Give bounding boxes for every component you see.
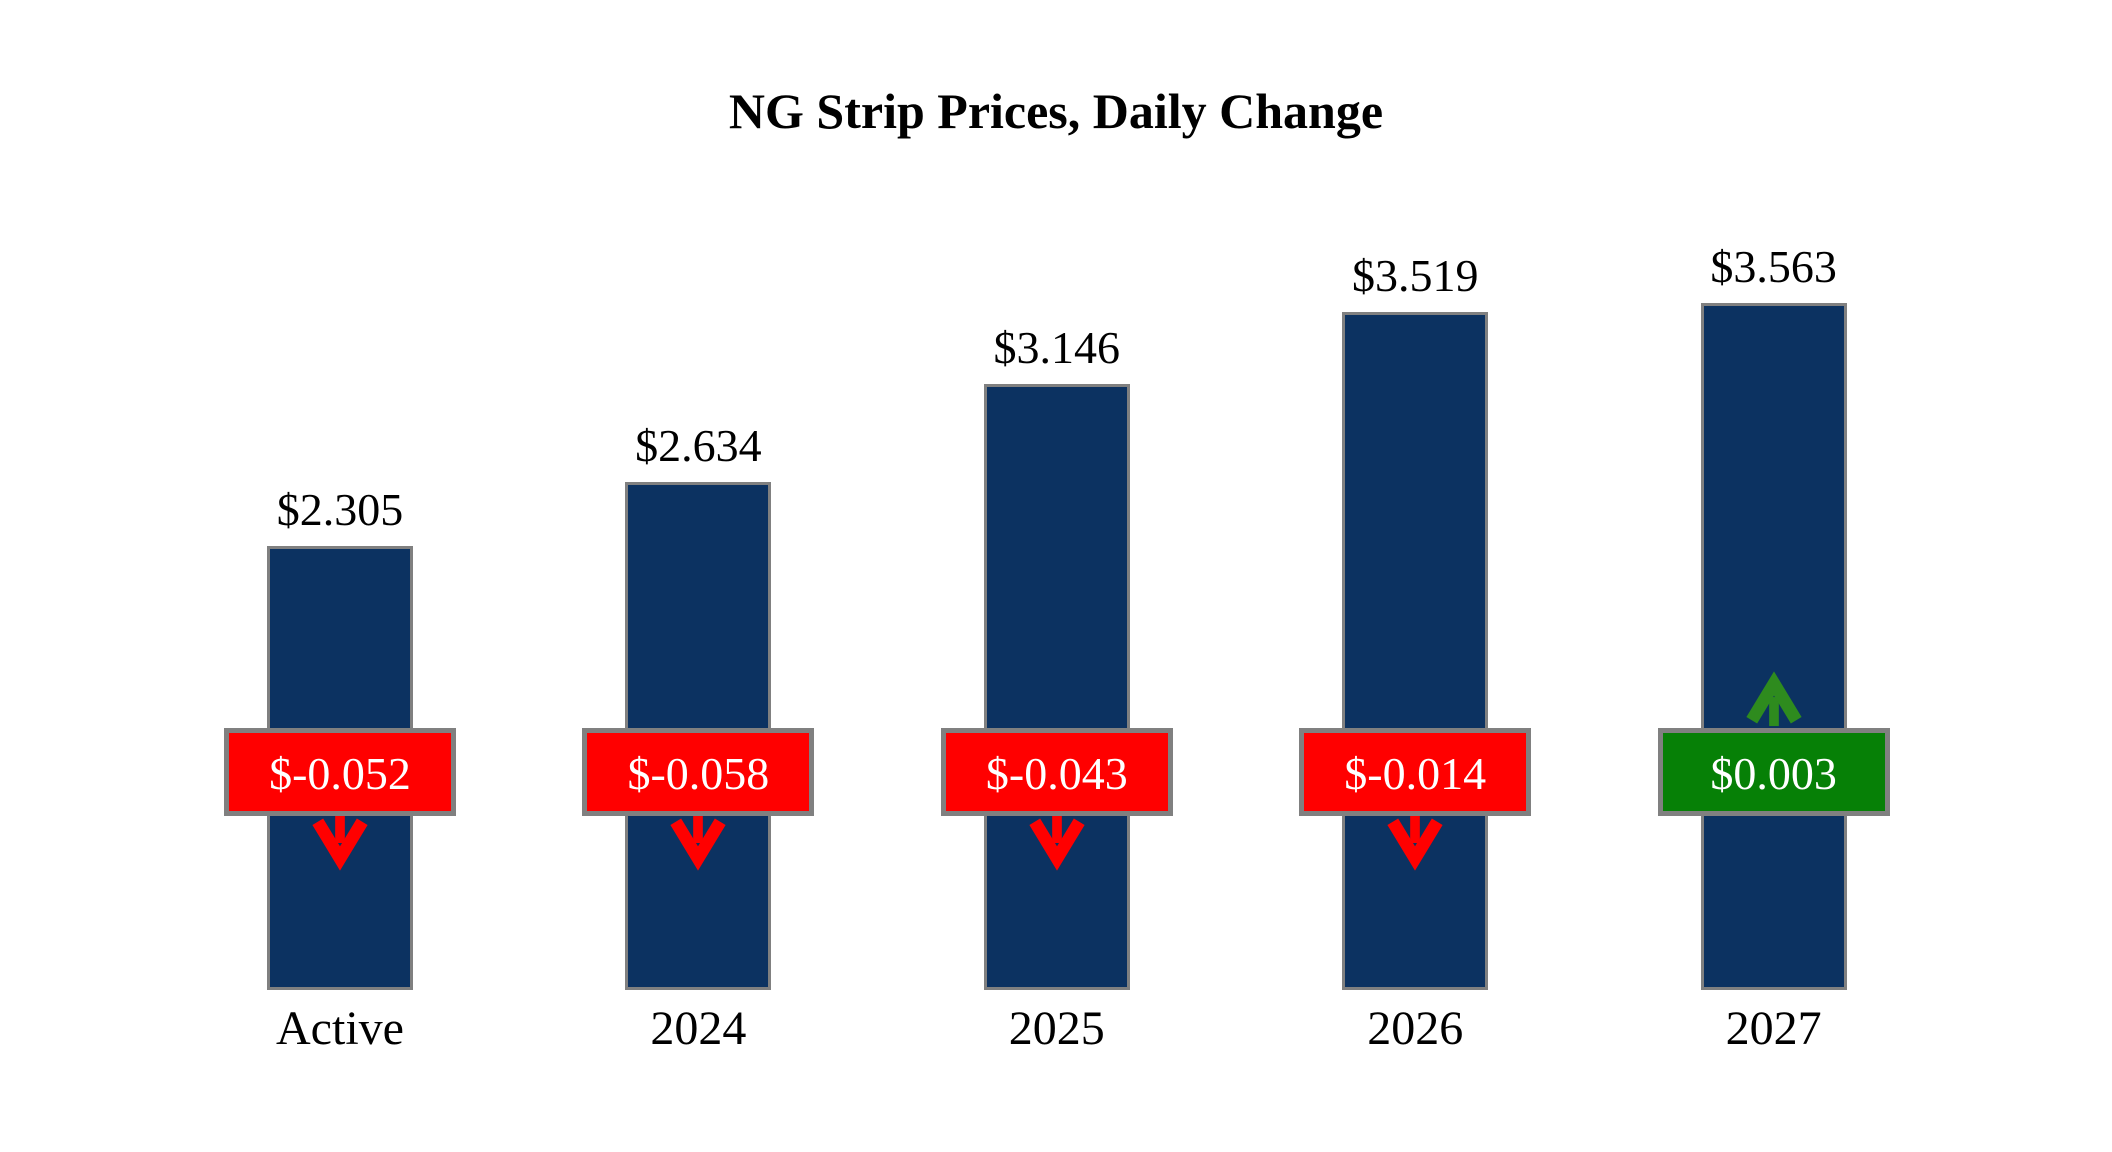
bar-value-label: $2.634 — [635, 420, 762, 471]
daily-change-badge-2025: $-0.043 — [940, 728, 1173, 816]
bar-2026 — [1342, 312, 1489, 990]
daily-change-badge-2027: $0.003 — [1657, 728, 1890, 816]
category-label-2027: 2027 — [1725, 1002, 1822, 1055]
daily-change-badge-2024: $-0.058 — [582, 728, 815, 816]
bar-value-label: $3.519 — [1351, 250, 1479, 301]
bar-value-label: $3.563 — [1710, 241, 1837, 292]
daily-change-down-arrow-icon — [1029, 814, 1085, 871]
category-label-2024: 2024 — [650, 1002, 747, 1055]
chart-title: NG Strip Prices, Daily Change — [728, 83, 1384, 139]
category-label-active: Active — [276, 1002, 404, 1055]
bar-2025 — [983, 384, 1130, 990]
daily-change-down-arrow-icon — [1387, 814, 1443, 871]
daily-change-down-arrow-icon — [670, 814, 726, 871]
daily-change-badge-2026: $-0.014 — [1299, 728, 1532, 816]
daily-change-up-arrow-icon — [1745, 671, 1802, 727]
bar-value-label: $3.146 — [993, 322, 1121, 373]
daily-change-badge-active: $-0.052 — [224, 728, 456, 816]
daily-change-down-arrow-icon — [312, 814, 368, 871]
bar-2027 — [1700, 303, 1847, 990]
category-label-2025: 2025 — [1008, 1002, 1105, 1055]
bar-value-label: $2.305 — [276, 484, 404, 535]
category-label-2026: 2026 — [1367, 1002, 1464, 1055]
